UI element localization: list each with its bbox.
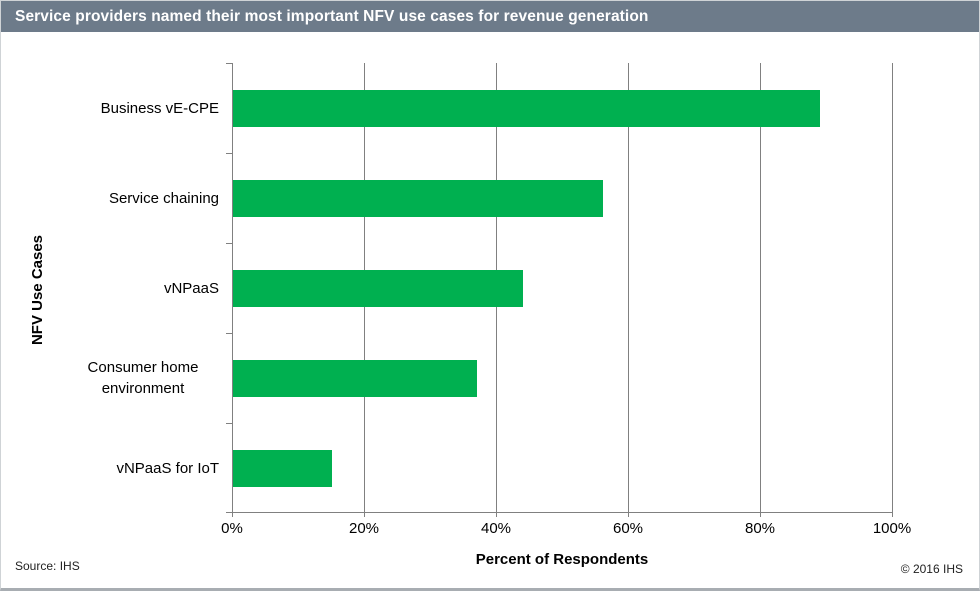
x-tick-label-0: 0% [221, 520, 243, 537]
gridline-80 [760, 63, 761, 512]
y-tick-mark-1 [226, 153, 233, 154]
gridline-60 [628, 63, 629, 512]
category-label: Business vE-CPE [1, 63, 232, 153]
bar-service-chaining [233, 180, 603, 217]
chart-title: Service providers named their most impor… [15, 8, 649, 25]
bar-business-ve-cpe [233, 90, 820, 127]
plot-area [226, 63, 893, 517]
x-tick-label-80: 80% [744, 520, 776, 537]
y-tick-mark-3 [226, 333, 233, 334]
x-tick-label-20: 20% [348, 520, 380, 537]
y-tick-mark-4 [226, 423, 233, 424]
x-tick-mark-60 [628, 512, 629, 517]
category-label: Consumer home environment [1, 333, 232, 423]
source-note: Source: IHS [15, 559, 80, 573]
category-label: Service chaining [1, 153, 232, 243]
copyright-note: © 2016 IHS [900, 562, 963, 576]
x-tick-label-100: 100% [872, 520, 912, 537]
bar-vnpaas-for-iot [233, 450, 332, 487]
x-tick-label-60: 60% [612, 520, 644, 537]
x-tick-mark-100 [892, 512, 893, 517]
x-tick-label-40: 40% [480, 520, 512, 537]
category-label-text: Consumer home environment [87, 359, 199, 397]
x-tick-mark-80 [760, 512, 761, 517]
category-labels: Business vE-CPE Service chaining vNPaaS Con… [1, 63, 232, 513]
x-tick-mark-40 [496, 512, 497, 517]
x-axis-title: Percent of Respondents [475, 551, 649, 568]
y-tick-mark-5 [226, 512, 233, 513]
x-tick-labels: 0% 20% 40% 60% 80% 100% [221, 520, 911, 540]
category-label-text: Business vE-CPE [100, 99, 219, 117]
bar-consumer-home-environment [233, 360, 477, 397]
category-label-text: vNPaaS for IoT [116, 459, 219, 477]
gridline-100 [892, 63, 893, 512]
x-tick-mark-0 [232, 512, 233, 517]
x-tick-mark-20 [364, 512, 365, 517]
y-tick-mark-2 [226, 243, 233, 244]
category-label: vNPaaS [1, 243, 232, 333]
chart-title-bar: Service providers named their most impor… [1, 1, 979, 32]
bar-vnpaas [233, 270, 523, 307]
category-label-text: Service chaining [108, 189, 219, 207]
category-label-text: vNPaaS [163, 279, 219, 297]
y-tick-mark-0 [226, 63, 233, 64]
category-label: vNPaaS for IoT [1, 423, 232, 513]
